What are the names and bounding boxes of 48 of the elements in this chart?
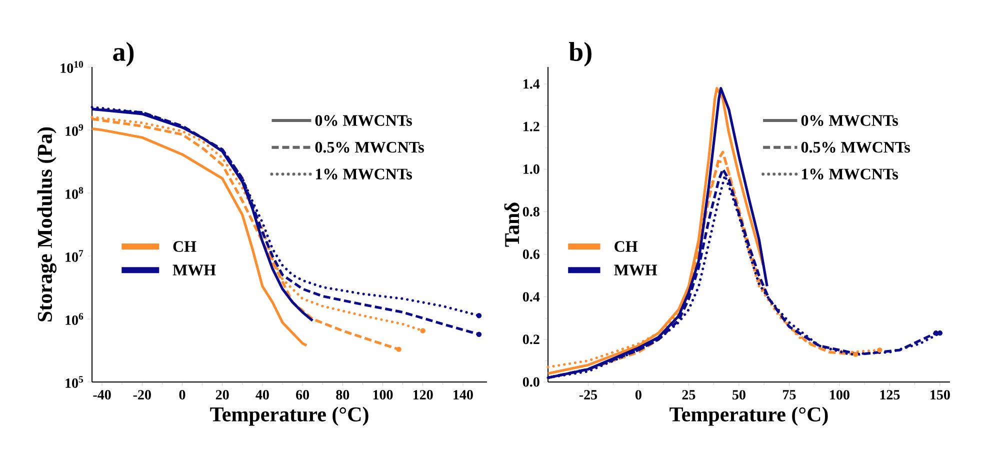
x-axis-title: Temperature (°C) <box>210 406 368 426</box>
annotation: 0.5% MWCNTs <box>801 142 910 153</box>
x-tick-label: -20 <box>133 390 151 400</box>
y-axis-title: Storage Modulus (Pa) <box>37 127 56 322</box>
x-tick-label: 120 <box>413 390 433 400</box>
y-axis-title: Tanδ <box>504 202 520 247</box>
annotation: 1% MWCNTs <box>802 168 898 180</box>
x-tick-label: 150 <box>930 390 950 400</box>
x-tick-label: 20 <box>216 390 229 400</box>
annotation: 0% MWCNTs <box>801 115 898 126</box>
y-tick-label: 10$^{9}$ <box>66 124 84 136</box>
x-tick-label: -40 <box>93 390 111 400</box>
x-tick-label: 40 <box>256 390 269 400</box>
annotation: 1% MWCNTs <box>316 168 412 180</box>
x-tick-label: 0 <box>179 390 186 400</box>
x-tick-label: 60 <box>296 390 309 400</box>
x-tick-label: 140 <box>454 390 473 400</box>
x-axis-title: Temperature (°C) <box>670 406 828 426</box>
x-tick-label: 50 <box>732 390 746 400</box>
y-tick-label: 0.6 <box>522 250 540 260</box>
x-tick-label: 125 <box>880 390 900 400</box>
annotation: MWH <box>172 264 216 276</box>
x-tick-label: -25 <box>579 390 598 400</box>
x-tick-label: 100 <box>830 390 850 400</box>
annotation: 0.5% MWCNTs <box>315 142 424 153</box>
y-tick-label: 1.0 <box>524 164 540 174</box>
y-tick-label: 10$^{5}$ <box>66 376 84 388</box>
x-tick-label: 80 <box>336 390 350 400</box>
annotation: 0% MWCNTs <box>315 115 412 126</box>
chart-title: b) <box>568 42 592 67</box>
annotation: CH <box>614 241 638 252</box>
x-tick-label: 75 <box>782 390 796 400</box>
x-tick-label: 25 <box>682 390 696 400</box>
y-tick-label: 1.2 <box>524 122 540 132</box>
annotation: MWH <box>614 264 658 276</box>
y-tick-label: 0.0 <box>522 377 540 387</box>
y-tick-label: 10$^{7}$ <box>66 250 84 262</box>
y-tick-label: 10$^{6}$ <box>66 313 84 325</box>
y-tick-label: 0.2 <box>522 334 540 344</box>
chart-title: a) <box>113 42 134 67</box>
y-tick-label: 10$^{8}$ <box>66 187 84 199</box>
y-tick-label: 10$^{10}$ <box>60 61 84 73</box>
y-tick-label: 0.8 <box>522 206 540 216</box>
x-tick-label: 0 <box>635 390 642 400</box>
y-tick-label: 0.4 <box>522 292 540 302</box>
annotation: CH <box>173 241 196 252</box>
y-tick-label: 1.4 <box>524 79 540 89</box>
x-tick-label: 100 <box>373 390 393 400</box>
